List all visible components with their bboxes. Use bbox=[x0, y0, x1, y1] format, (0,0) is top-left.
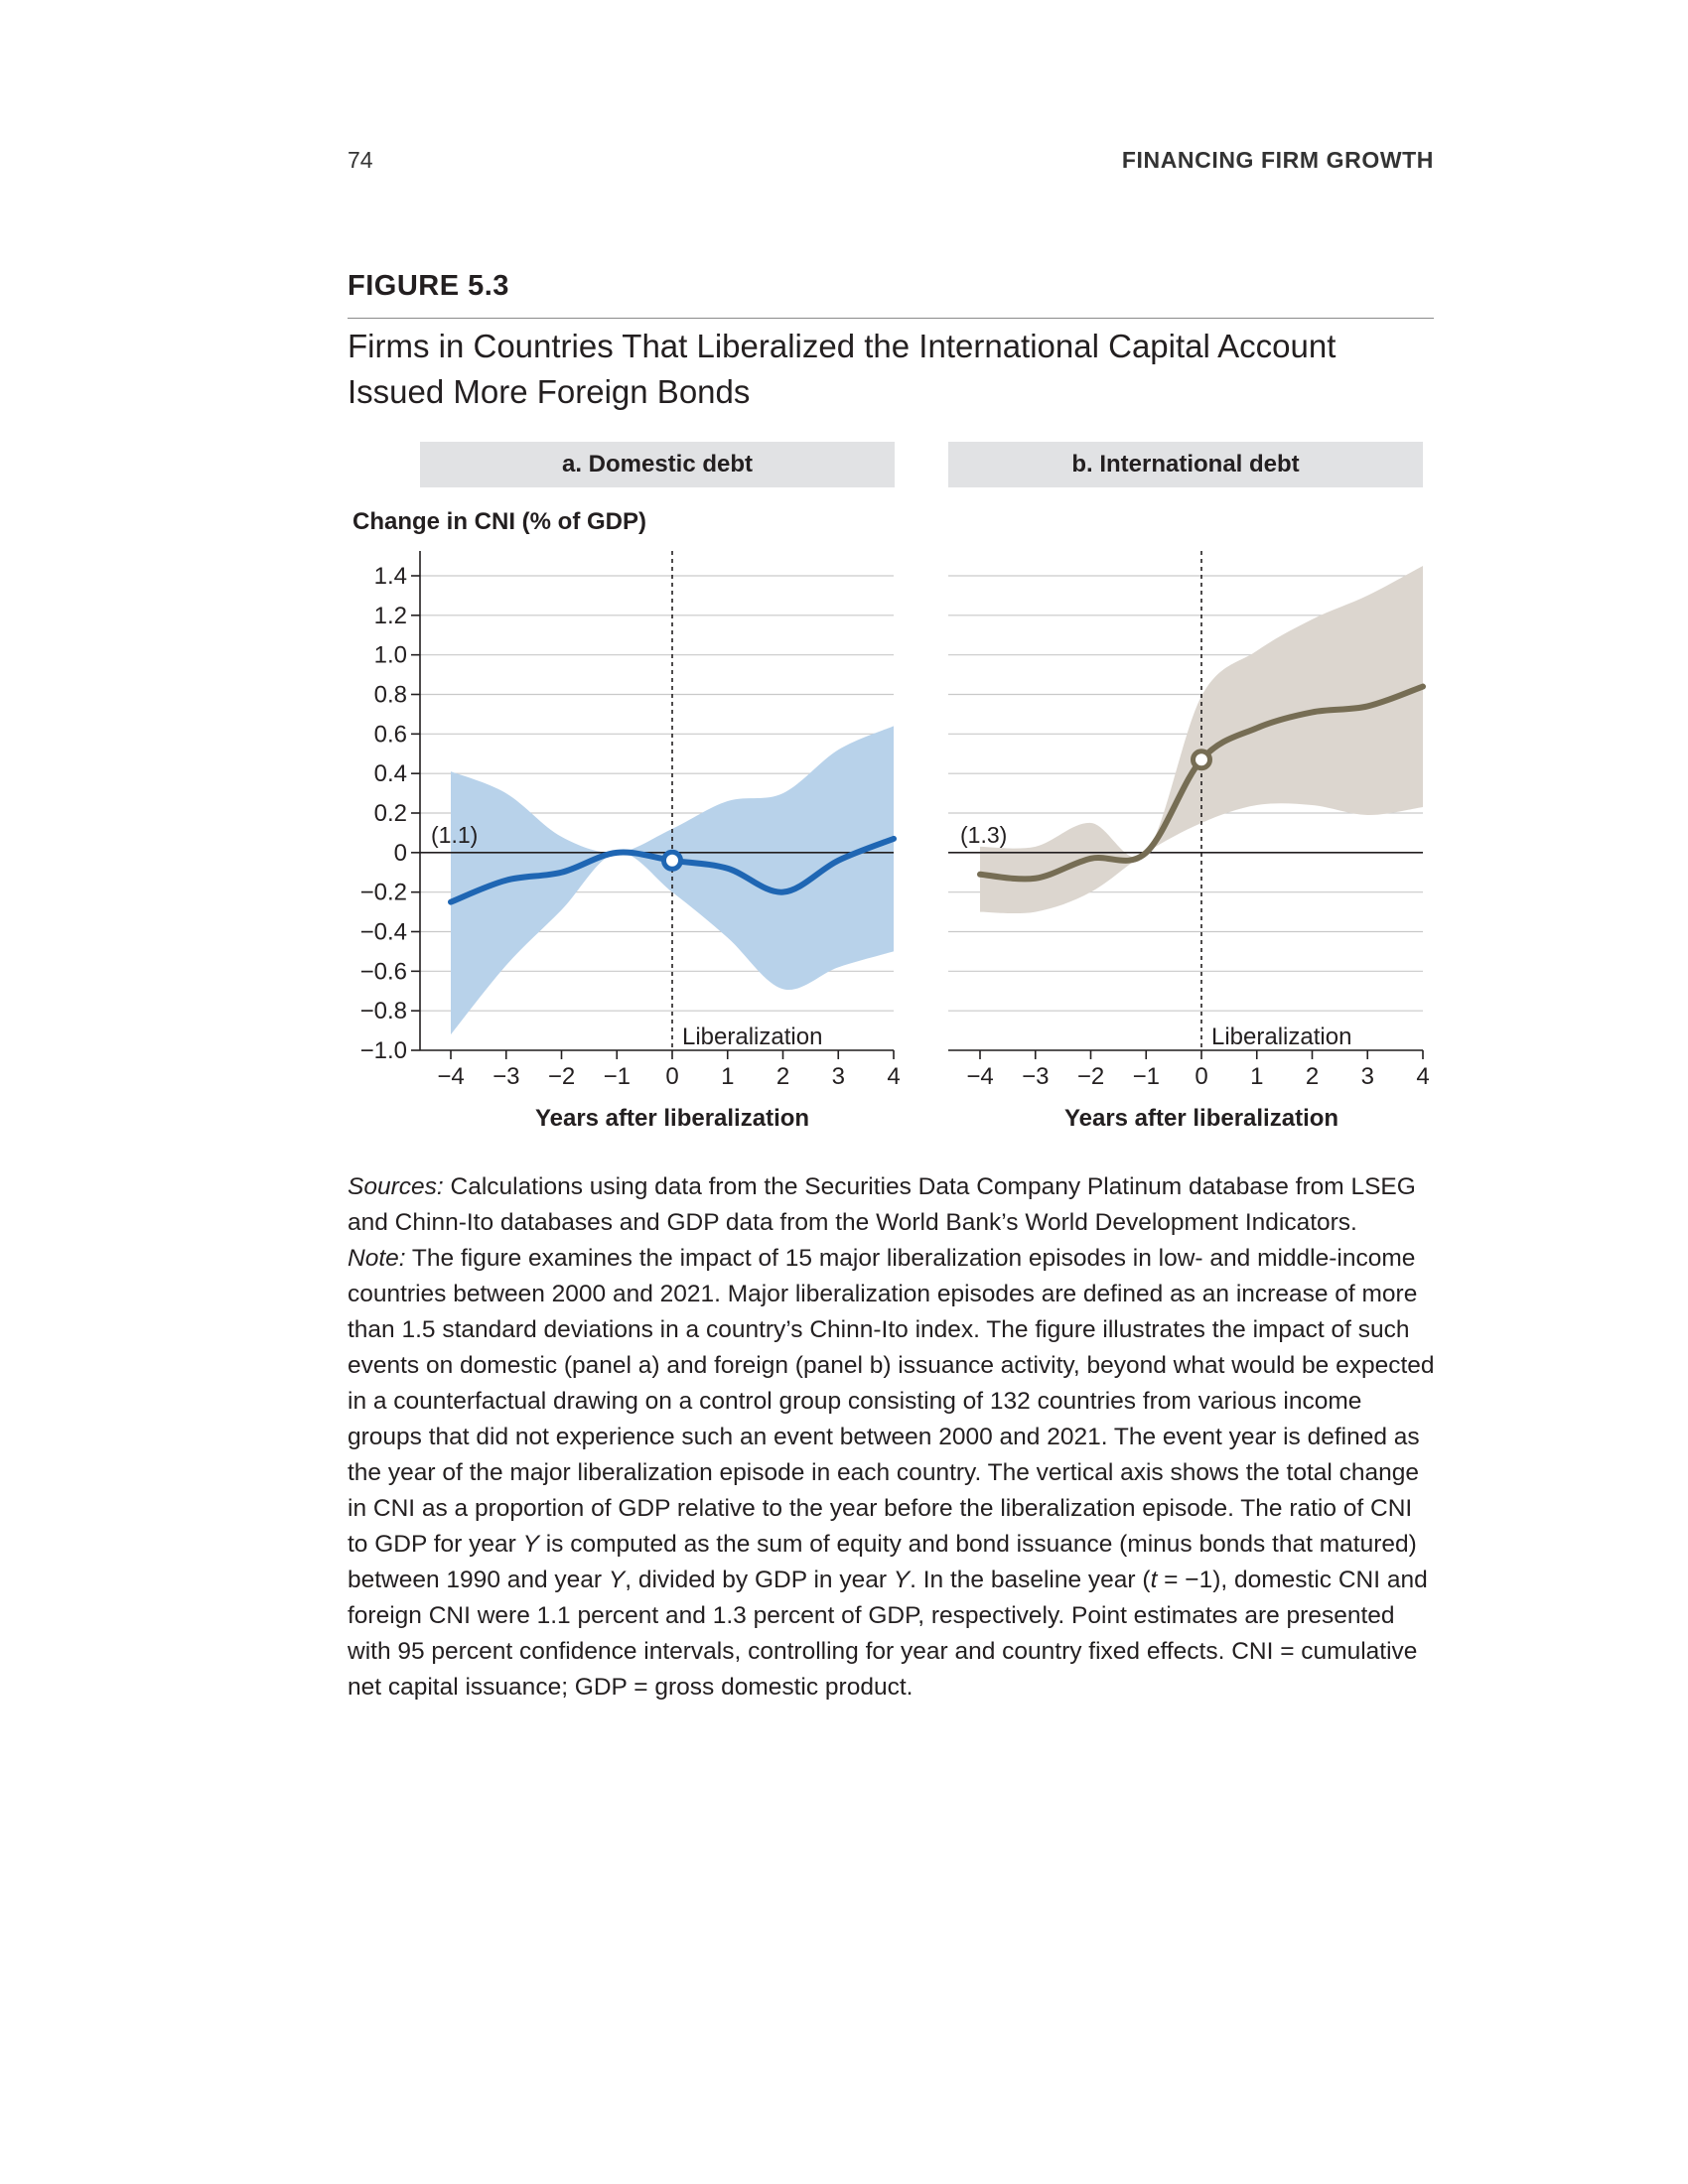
figure-label: FIGURE 5.3 bbox=[348, 270, 509, 302]
event-label: Liberalization bbox=[1211, 1024, 1351, 1050]
running-head: FINANCING FIRM GROWTH bbox=[1121, 147, 1434, 173]
chart-panel-b: −4 −3 −2 −1 0 1 2 3 4 Years after liberalization (… bbox=[948, 551, 1430, 1132]
data-point bbox=[1310, 709, 1316, 715]
note-var-t: t bbox=[1150, 1567, 1158, 1593]
y-tick-label: −1.0 bbox=[360, 1037, 407, 1064]
y-tick-label: −0.8 bbox=[360, 998, 407, 1024]
baseline-label: (1.1) bbox=[431, 822, 478, 848]
data-point bbox=[780, 889, 786, 895]
x-tick-label: 0 bbox=[1195, 1063, 1207, 1090]
x-tick-label: 1 bbox=[1250, 1063, 1263, 1090]
x-tick-label: −4 bbox=[966, 1063, 993, 1090]
x-tick-label: −1 bbox=[1133, 1063, 1160, 1090]
note-var-y: Y bbox=[522, 1531, 539, 1558]
y-tick-label: 0.2 bbox=[374, 800, 407, 827]
x-tick-label: −4 bbox=[437, 1063, 464, 1090]
data-point bbox=[977, 872, 983, 878]
data-point bbox=[1364, 703, 1370, 709]
x-tick-label: 3 bbox=[832, 1063, 845, 1090]
note-label: Note: bbox=[348, 1245, 406, 1272]
note-text-3: , divided by GDP in year bbox=[625, 1567, 894, 1593]
y-tick-label: 0.4 bbox=[374, 760, 407, 787]
baseline-label: (1.3) bbox=[960, 822, 1007, 848]
y-tick-label: −0.6 bbox=[360, 958, 407, 985]
data-point bbox=[503, 878, 509, 884]
data-point bbox=[725, 866, 731, 872]
x-tick-label: 4 bbox=[1416, 1063, 1429, 1090]
figure-rule bbox=[348, 318, 1434, 319]
note-text-5: = −1), domestic CNI and foreign CNI were… bbox=[348, 1567, 1428, 1701]
figure-charts: −1.0 −0.8 −0.6 −0.4 −0.2 0 0.2 0.4 0.6 0.8 1.0 1.2 1… bbox=[360, 551, 1430, 1132]
data-point bbox=[1254, 725, 1260, 731]
x-tick-label: 2 bbox=[1306, 1063, 1319, 1090]
event-marker bbox=[1191, 749, 1212, 771]
page-number: 74 bbox=[348, 147, 373, 173]
event-label: Liberalization bbox=[682, 1024, 822, 1050]
x-tick-label: −1 bbox=[604, 1063, 631, 1090]
event-marker bbox=[661, 849, 683, 872]
y-tick-label: −0.2 bbox=[360, 880, 407, 906]
y-tick-label: 1.2 bbox=[374, 603, 407, 629]
y-tick-label: 0.6 bbox=[374, 721, 407, 748]
note-var-y: Y bbox=[893, 1567, 911, 1593]
x-tick-label: 0 bbox=[665, 1063, 678, 1090]
x-tick-label: −3 bbox=[492, 1063, 519, 1090]
y-tick-label: 0.8 bbox=[374, 682, 407, 709]
x-tick-label: −2 bbox=[1077, 1063, 1104, 1090]
sources-text: Calculations using data from the Securit… bbox=[348, 1173, 1416, 1236]
figure-notes: Sources: Calculations using data from th… bbox=[348, 1169, 1436, 1706]
data-point bbox=[614, 850, 620, 856]
y-tick-label: −0.4 bbox=[360, 919, 407, 946]
data-point bbox=[559, 870, 565, 876]
x-axis-title: Years after liberalization bbox=[535, 1105, 809, 1132]
note-paragraph: Note: The figure examines the impact of … bbox=[348, 1241, 1436, 1706]
figure-title: Firms in Countries That Liberalized the … bbox=[348, 328, 1336, 410]
data-point bbox=[1088, 856, 1094, 862]
y-tick-label: 1.4 bbox=[374, 563, 407, 590]
note-text-4: . In the baseline year ( bbox=[910, 1567, 1151, 1593]
x-tick-label: −2 bbox=[548, 1063, 575, 1090]
sources-label: Sources: bbox=[348, 1173, 444, 1200]
note-text-2: is computed as the sum of equity and bon… bbox=[348, 1531, 1417, 1593]
note-text-1: The figure examines the impact of 15 maj… bbox=[348, 1245, 1435, 1558]
data-point bbox=[891, 836, 897, 842]
x-tick-label: 4 bbox=[887, 1063, 900, 1090]
x-tick-label: −3 bbox=[1022, 1063, 1049, 1090]
x-tick-label: 3 bbox=[1361, 1063, 1374, 1090]
x-tick-label: 1 bbox=[721, 1063, 734, 1090]
confidence-band bbox=[980, 566, 1423, 914]
note-var-y: Y bbox=[608, 1567, 626, 1593]
x-axis-title: Years after liberalization bbox=[1064, 1105, 1338, 1132]
data-point bbox=[1143, 850, 1149, 856]
data-point bbox=[448, 899, 454, 905]
y-tick-label: 0 bbox=[394, 840, 407, 867]
data-point bbox=[1420, 684, 1426, 690]
data-point bbox=[835, 858, 841, 864]
data-point bbox=[1033, 876, 1039, 882]
x-tick-label: 2 bbox=[776, 1063, 789, 1090]
y-axis-title: Change in CNI (% of GDP) bbox=[352, 508, 646, 535]
y-tick-label: 1.0 bbox=[374, 642, 407, 669]
panel-b-title: b. International debt bbox=[948, 442, 1423, 487]
sources-paragraph: Sources: Calculations using data from th… bbox=[348, 1169, 1436, 1241]
chart-panel-a: −1.0 −0.8 −0.6 −0.4 −0.2 0 0.2 0.4 0.6 0.8 1.0 1.2 1… bbox=[360, 551, 901, 1132]
panel-a-title: a. Domestic debt bbox=[420, 442, 895, 487]
